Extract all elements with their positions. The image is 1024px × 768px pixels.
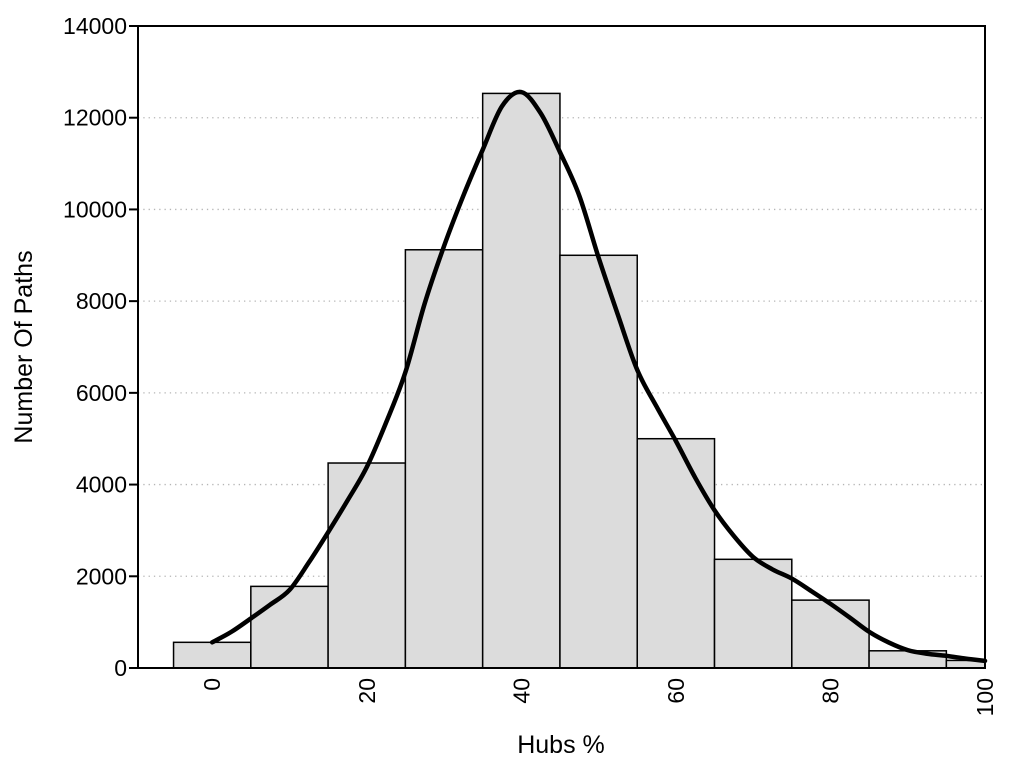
x-tick-labels-group: 0 20 40 60 80 100 (199, 678, 998, 716)
axis-ticks-group (129, 25, 138, 669)
histogram-bar (559, 254, 638, 669)
histogram-bars-group (172, 92, 986, 669)
x-axis-title: Hubs % (517, 731, 605, 759)
y-tick-label: 0 (114, 655, 127, 681)
histogram-bar (636, 437, 716, 669)
y-tick-label: 8000 (76, 288, 127, 314)
x-tick-label: 100 (972, 678, 998, 716)
y-tick-label: 2000 (76, 563, 127, 589)
density-curve (209, 89, 988, 664)
histogram-bar (327, 462, 407, 669)
y-tick-label: 6000 (76, 380, 127, 406)
histogram-bar (172, 641, 252, 669)
y-axis-title: Number Of Paths (10, 250, 38, 443)
histogram-bar (713, 558, 793, 669)
gridlines-group (138, 117, 985, 577)
y-tick-label: 12000 (63, 105, 127, 131)
y-tick-label: 10000 (63, 196, 127, 222)
x-tick-label: 0 (199, 678, 225, 691)
density-curve-group (209, 89, 988, 664)
y-tick-label: 14000 (63, 13, 127, 39)
x-tick-label: 20 (354, 678, 380, 704)
histogram-bar (404, 249, 484, 669)
plot-frame (137, 25, 986, 669)
histogram-bar (791, 599, 870, 669)
x-tick-label: 40 (508, 678, 534, 704)
y-tick-label: 4000 (76, 472, 127, 498)
axis-frame-group (137, 25, 986, 669)
y-tick-labels-group: 0 2000 4000 6000 8000 10000 12000 14000 (63, 13, 127, 681)
x-tick-label: 60 (663, 678, 689, 704)
histogram-bar (250, 585, 329, 669)
x-tick-label: 80 (817, 678, 843, 704)
histogram-bar (481, 92, 561, 669)
